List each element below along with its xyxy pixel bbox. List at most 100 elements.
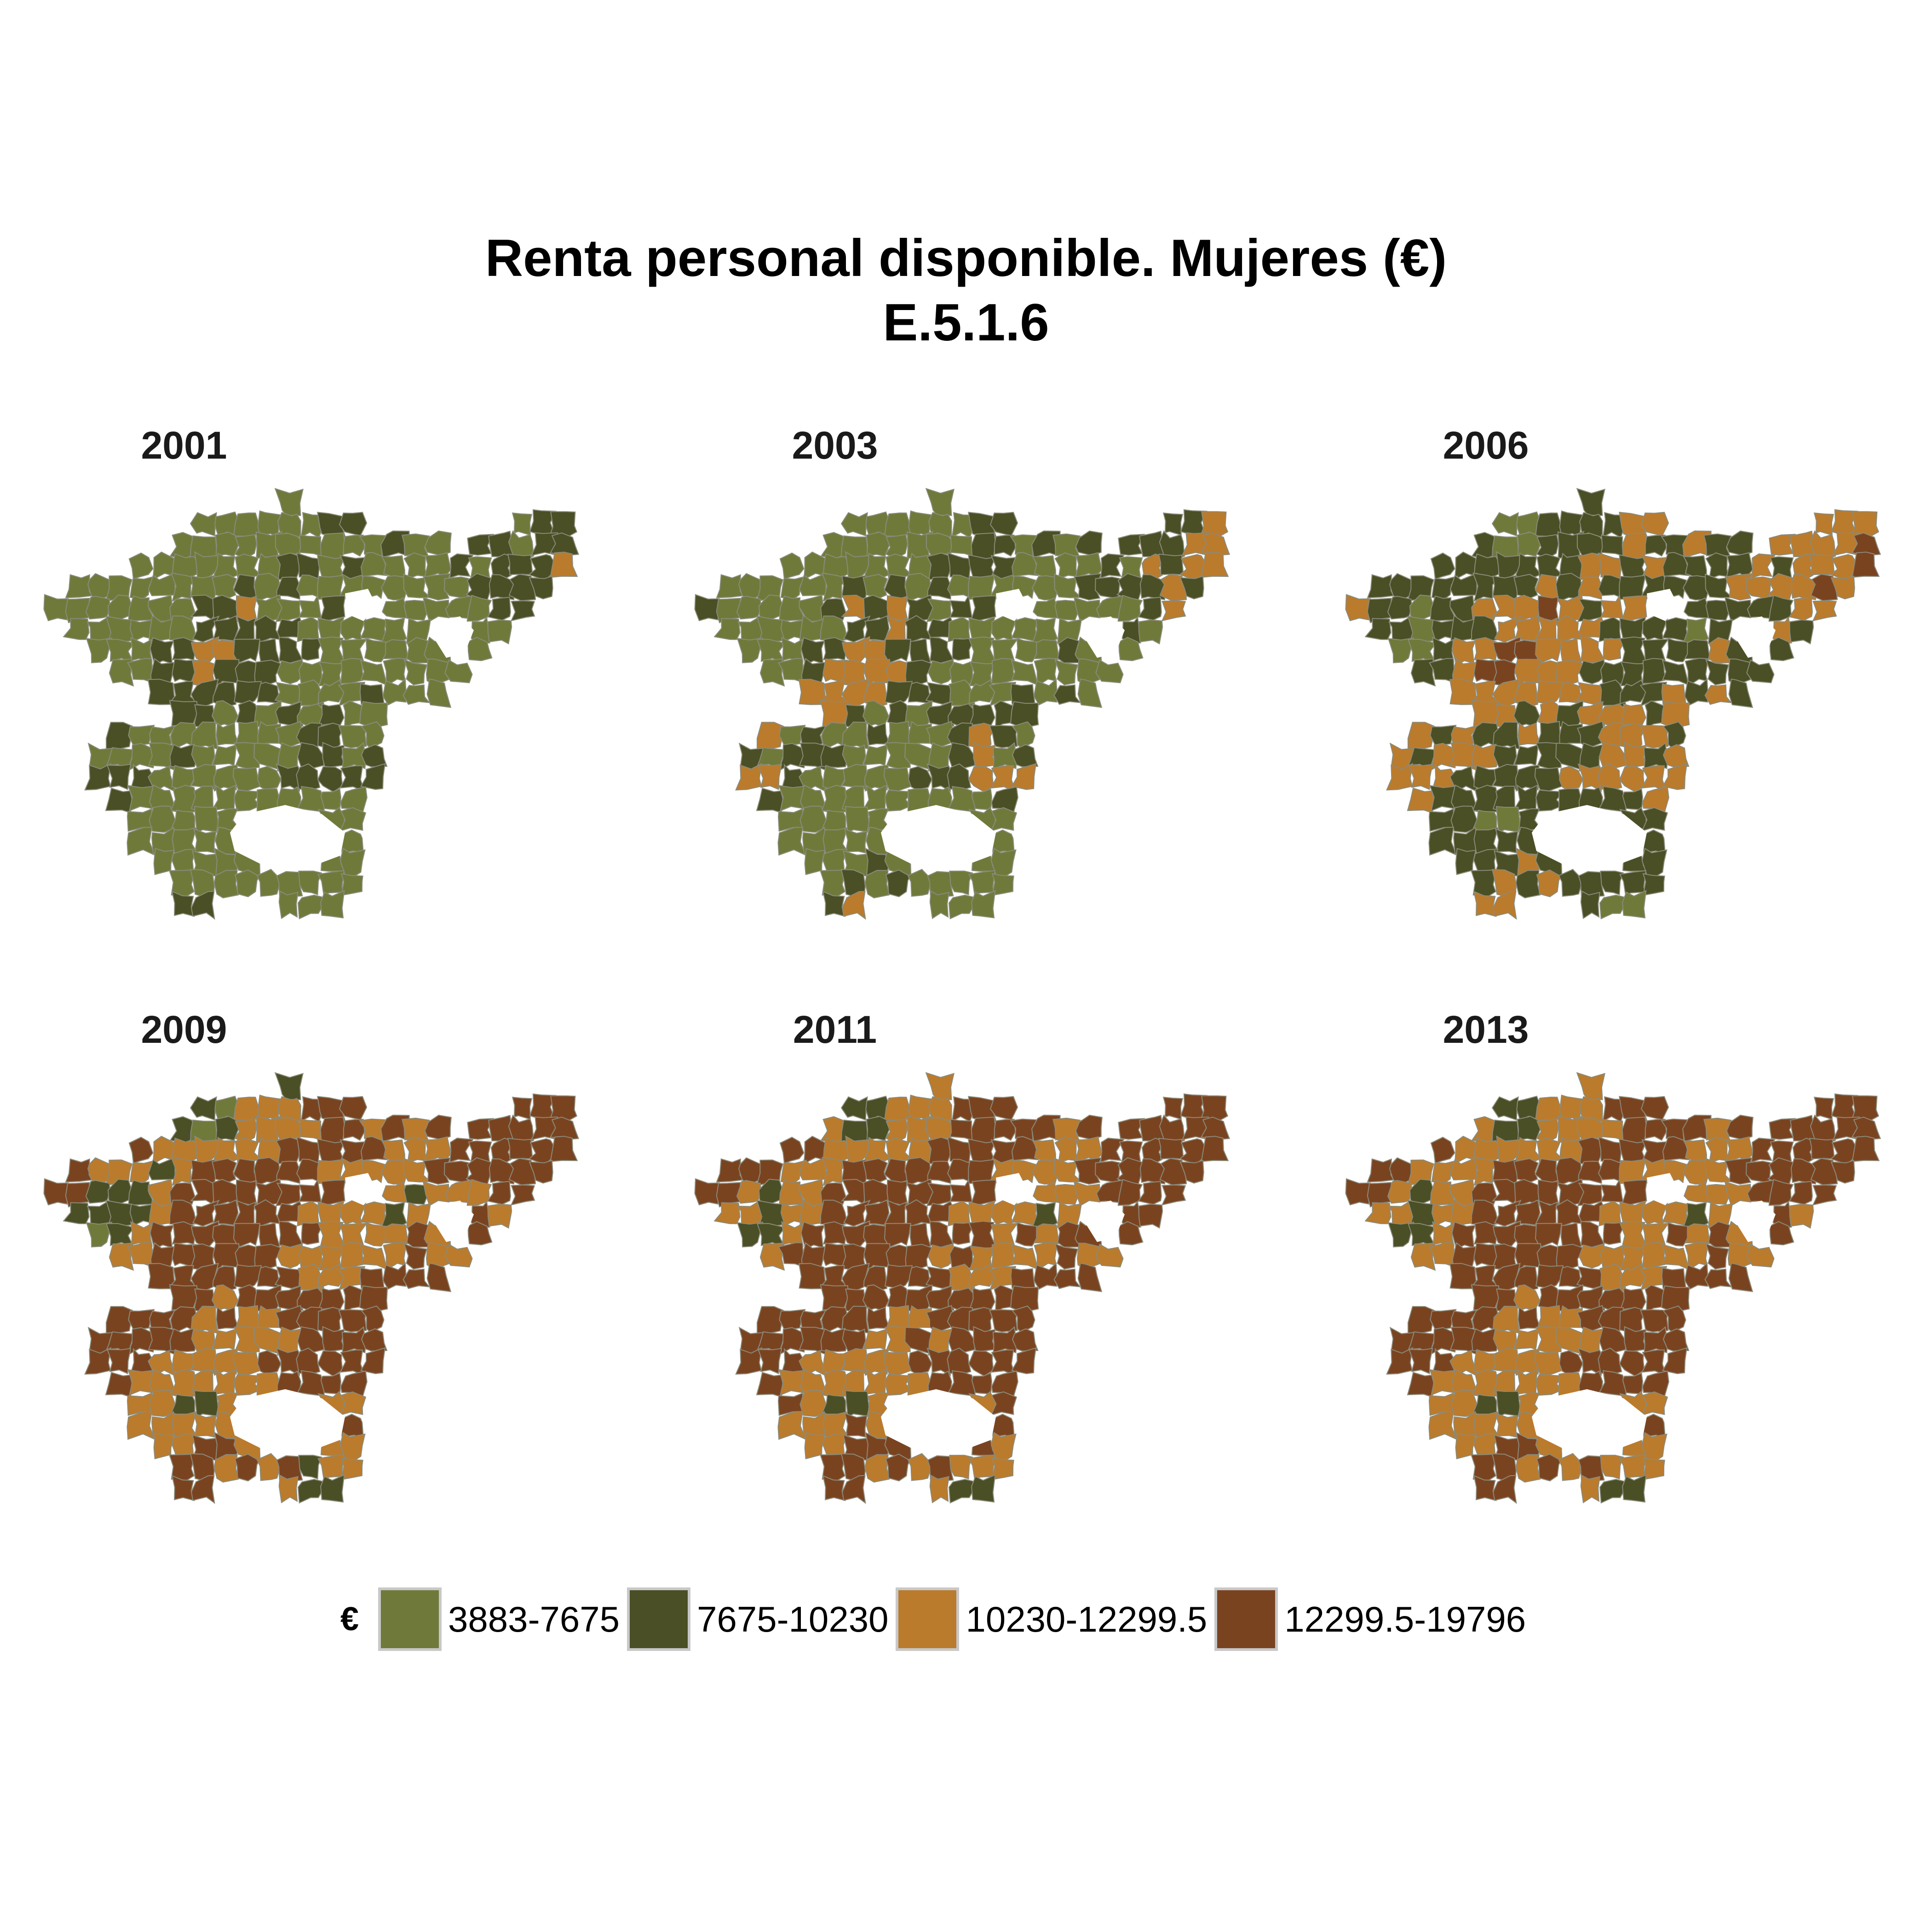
municipality-2006 [1810,574,1838,601]
municipality-2003 [907,868,932,897]
municipality-2003 [713,618,741,640]
municipality-2003 [883,767,913,792]
municipality-2006 [1576,682,1604,705]
municipality-2001 [381,555,405,579]
municipality-2009 [529,1160,553,1184]
map-hole-2003-0 [881,805,996,869]
municipality-2013 [1534,1200,1558,1227]
municipality-2006 [1491,512,1519,537]
municipality-2013 [1492,1119,1519,1144]
municipality-2009 [233,1223,260,1248]
municipality-2009 [170,1156,199,1186]
municipality-2009 [276,1243,304,1269]
municipality-2013 [1577,1285,1606,1311]
municipality-2001 [550,552,578,578]
municipality-2011 [841,1475,866,1504]
municipality-2001 [403,599,429,621]
municipality-2006 [1598,786,1627,813]
municipality-2001 [382,597,408,619]
municipality-2011 [884,1223,911,1248]
municipality-2001 [298,870,322,896]
municipality-2006 [1746,659,1775,684]
municipality-2013 [1725,1157,1753,1185]
municipality-2003 [799,572,827,597]
municipality-2006 [1622,532,1647,560]
municipality-2013 [1666,1222,1690,1247]
municipality-2006 [1725,573,1753,601]
municipality-2001 [233,742,260,770]
municipality-2011 [909,1222,932,1249]
municipality-2009 [467,1221,493,1246]
municipality-2003 [841,891,866,920]
municipality-2009 [169,1454,196,1481]
municipality-2009 [233,1326,260,1354]
municipality-2003 [736,637,764,663]
municipality-2003 [949,870,973,896]
municipality-2003 [968,766,994,793]
municipality-2003 [1075,530,1103,556]
municipality-2001 [128,552,154,580]
municipality-2003 [1201,552,1229,578]
municipality-2011 [845,1390,870,1418]
map-hole-2003-1 [1086,616,1125,658]
municipality-2011 [883,1200,907,1227]
map-hole-2009-1 [435,1201,474,1242]
municipality-2009 [190,1263,219,1291]
municipality-2001 [512,512,533,536]
municipality-2011 [968,1263,997,1289]
municipality-2013 [1728,1262,1754,1292]
municipality-2013 [1515,1454,1541,1483]
municipality-2009 [512,1097,533,1120]
municipality-2001 [234,534,257,560]
municipality-2013 [1535,1326,1562,1354]
municipality-2013 [1727,1242,1752,1271]
municipality-2011 [1054,1243,1079,1270]
municipality-2001 [213,765,238,792]
panel-title-2001: 2001 [141,424,227,467]
municipality-2001 [105,788,132,814]
municipality-2003 [1138,597,1162,621]
municipality-2003 [1076,658,1101,686]
municipality-2001 [423,573,451,601]
municipality-2006 [1813,512,1834,536]
municipality-2013 [1598,1326,1627,1355]
municipality-2013 [1640,1309,1669,1333]
municipality-2011 [925,1266,954,1289]
municipality-2011 [1118,1221,1144,1246]
municipality-2013 [1724,1181,1752,1207]
municipality-2013 [1560,1222,1582,1249]
municipality-2009 [320,1179,346,1205]
municipality-2006 [1622,595,1648,621]
municipality-2003 [800,637,825,666]
municipality-2011 [929,1474,949,1504]
municipality-2003 [1077,678,1103,708]
municipality-2013 [1535,1223,1562,1248]
municipality-2003 [926,701,955,727]
map-hole-2001-2 [345,589,377,621]
municipality-2001 [301,637,325,661]
municipality-2001 [489,574,515,600]
municipality-2009 [382,1223,410,1245]
municipality-2013 [1622,1116,1647,1144]
municipality-2001 [343,535,365,557]
municipality-2009 [274,1072,304,1100]
municipality-2009 [190,1475,215,1504]
panel-title-2009: 2009 [141,1008,227,1051]
municipality-2006 [1641,807,1668,832]
municipality-2003 [883,615,907,643]
panel-title-2006: 2006 [1443,424,1529,467]
municipality-2003 [1074,573,1102,601]
municipality-2003 [1141,553,1166,581]
municipality-2013 [1558,1453,1583,1481]
municipality-2013 [1431,1159,1459,1185]
municipality-2013 [1751,1138,1776,1163]
municipality-2013 [1662,1244,1690,1271]
legend-swatch-class-4 [1214,1587,1278,1651]
municipality-2003 [885,869,911,897]
municipality-2009 [126,1411,156,1440]
municipality-2003 [908,766,932,790]
municipality-2001 [276,871,303,897]
municipality-2003 [947,763,972,791]
municipality-2009 [65,1158,93,1183]
municipality-2003 [1158,553,1184,575]
